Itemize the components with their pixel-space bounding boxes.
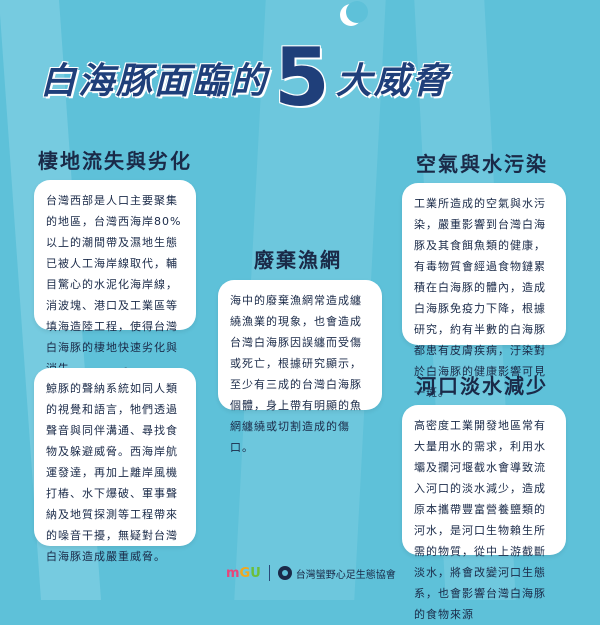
title-number: 5 (274, 31, 330, 124)
heading-habitat-loss: 棲地流失與劣化 (38, 149, 192, 173)
card-text-ghost-nets: 海中的廢棄漁網常造成纏繞漁業的現象，也會造成台灣白海豚因誤纏而受傷或死亡，根據研… (230, 294, 362, 454)
title-part-1: 白海豚面臨的 (40, 61, 269, 102)
heading-ghost-nets: 廢棄漁網 (254, 248, 342, 272)
mgu-logo: m G U (226, 566, 261, 581)
page-title: 白海豚面臨的 5 大威脅 (40, 38, 580, 118)
card-noise: 鯨豚的聲納系統如同人類的視覺和語言，牠們透過聲音與同伴溝通、尋找食物及躲避威脅。… (34, 368, 196, 563)
heading-pollution: 空氣與水污染 (416, 152, 548, 176)
card-ghost-nets: 海中的廢棄漁網常造成纏繞漁業的現象，也會造成台灣白海豚因誤纏而受傷或死亡，根據研… (218, 280, 382, 454)
title-part-2: 大威脅 (335, 61, 450, 102)
logo-letter-u: U (250, 565, 261, 581)
heading-freshwater: 河口淡水減少 (416, 374, 548, 398)
logo-letter-g: G (239, 565, 251, 581)
org-logo: 台灣蠻野心足生態協會 (277, 566, 396, 581)
card-text-habitat-loss: 台灣西部是人口主要聚集的地區，台灣西海岸80%以上的潮間帶及濕地生態已被人工海岸… (46, 194, 182, 375)
org-badge-icon (277, 566, 292, 580)
card-text-noise: 鯨豚的聲納系統如同人類的視覺和語言，牠們透過聲音與同伴溝通、尋找食物及躲避威脅。… (46, 382, 178, 563)
footer: m G U 台灣蠻野心足生態協會 (226, 562, 396, 584)
card-pollution: 工業所造成的空氣與水污染，嚴重影響到台灣白海豚及其食餌魚類的健康，有毒物質會經過… (402, 183, 566, 399)
logo-letter-m: m (226, 565, 240, 581)
card-text-freshwater: 高密度工業開發地區常有大量用水的需求，利用水壩及攔河堰截水會導致流入河口的淡水減… (414, 419, 546, 621)
card-freshwater: 高密度工業開發地區常有大量用水的需求，利用水壩及攔河堰截水會導致流入河口的淡水減… (402, 405, 566, 621)
org-name: 台灣蠻野心足生態協會 (295, 569, 396, 581)
footer-divider (268, 565, 270, 581)
card-habitat-loss: 台灣西部是人口主要聚集的地區，台灣西海岸80%以上的潮間帶及濕地生態已被人工海岸… (34, 180, 196, 375)
crescent-moon-icon (340, 1, 368, 26)
card-text-pollution: 工業所造成的空氣與水污染，嚴重影響到台灣白海豚及其食餌魚類的健康，有毒物質會經過… (414, 197, 546, 399)
